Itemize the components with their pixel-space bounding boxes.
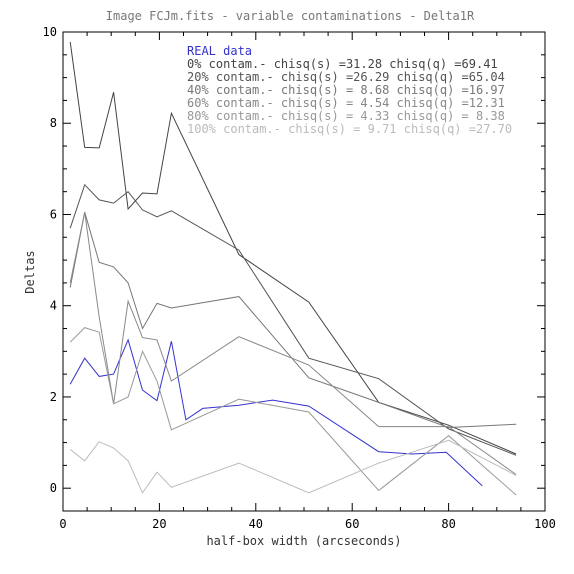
legend-entry-5: 80% contam.- chisq(s) = 4.33 chisq(q) = … <box>187 109 505 123</box>
y-tick-label: 10 <box>43 25 57 39</box>
y-axis-label: Deltas <box>23 250 37 293</box>
legend-entry-0: REAL data <box>187 44 252 58</box>
x-tick-label: 20 <box>152 517 166 531</box>
series-line-6 <box>69 439 517 494</box>
axis-ticks <box>62 31 546 511</box>
legend-entry-6: 100% contam.- chisq(s) = 9.71 chisq(q) =… <box>187 122 512 136</box>
x-tick-label: 40 <box>249 517 263 531</box>
legend-entry-1: 0% contam.- chisq(s) =31.28 chisq(q) =69… <box>187 57 498 71</box>
x-tick-label: 100 <box>534 517 556 531</box>
series-lines <box>69 41 517 496</box>
y-tick-label: 2 <box>50 390 57 404</box>
series-line-0 <box>69 338 483 487</box>
y-tick-label: 8 <box>50 116 57 130</box>
x-tick-label: 80 <box>441 517 455 531</box>
series-line-5 <box>69 327 517 496</box>
y-tick-label: 6 <box>50 207 57 221</box>
series-line-4 <box>69 212 517 475</box>
x-axis-label: half-box width (arcseconds) <box>206 534 401 548</box>
legend-entry-4: 60% contam.- chisq(s) = 4.54 chisq(q) =1… <box>187 96 505 110</box>
y-tick-label: 0 <box>50 481 57 495</box>
x-tick-label: 0 <box>59 517 66 531</box>
legend-entry-2: 20% contam.- chisq(s) =26.29 chisq(q) =6… <box>187 70 505 84</box>
series-line-3 <box>69 212 517 429</box>
y-tick-label: 4 <box>50 299 57 313</box>
series-line-2 <box>69 183 517 456</box>
legend-entry-3: 40% contam.- chisq(s) = 8.68 chisq(q) =1… <box>187 83 505 97</box>
chart-title: Image FCJm.fits - variable contamination… <box>106 9 475 23</box>
axis-tick-labels: 0 20 40 60 80 100 0 2 4 6 8 10 <box>43 25 556 531</box>
x-tick-label: 60 <box>345 517 359 531</box>
